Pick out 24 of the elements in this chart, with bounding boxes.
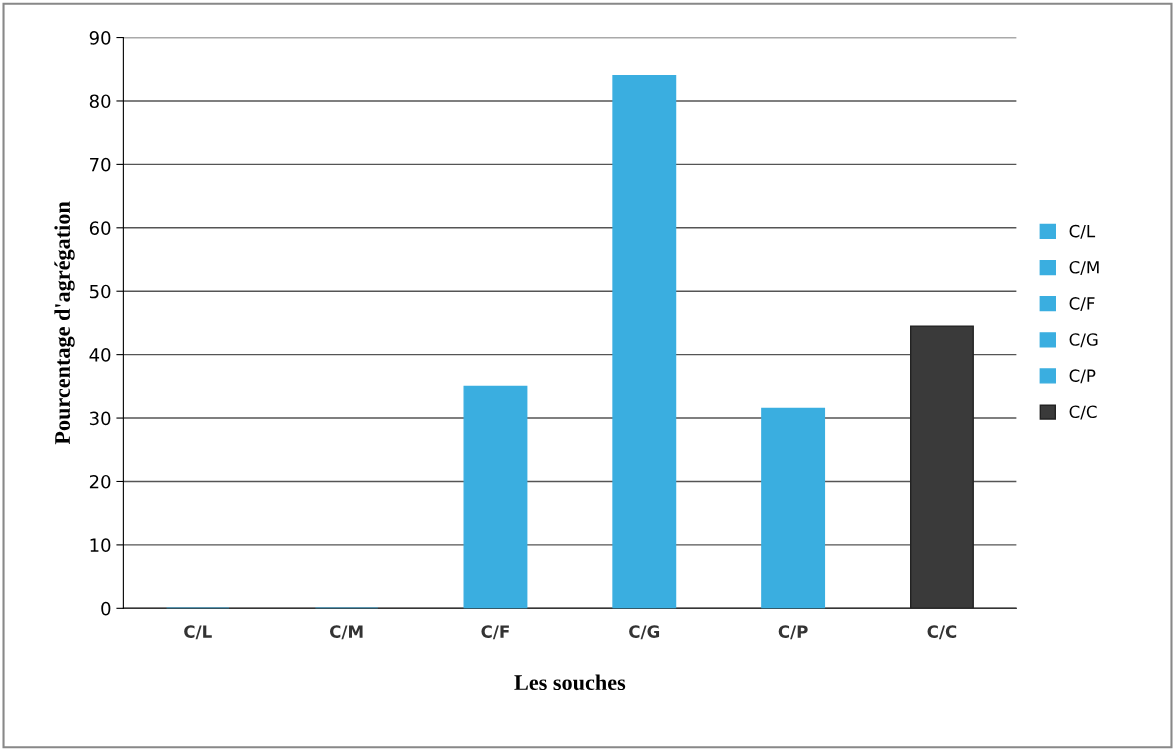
x-axis-title: Les souches (514, 674, 626, 691)
x-tick-label: C/P (778, 625, 808, 640)
legend-label: C/F (1069, 297, 1095, 312)
x-tick-label: C/C (927, 625, 957, 640)
y-tick-label: 30 (89, 411, 111, 426)
y-axis-title: Pourcentage d'agrégation (54, 201, 75, 445)
y-tick-label: 60 (89, 221, 111, 235)
y-tick-label: 90 (89, 31, 111, 45)
y-tick-label: 40 (89, 348, 111, 362)
legend-label: C/M (1069, 260, 1099, 275)
legend-label: C/C (1069, 405, 1097, 420)
x-tick-label: C/F (481, 625, 509, 640)
x-tick-label: C/L (184, 625, 212, 640)
x-tick-label: C/G (629, 625, 660, 640)
x-tick-label: C/M (330, 625, 363, 640)
y-tick-label: 70 (90, 157, 111, 172)
legend-label: C/P (1069, 369, 1096, 384)
legend-label: C/G (1069, 333, 1098, 348)
legend-label: C/L (1069, 224, 1096, 239)
y-tick-label: 20 (89, 474, 111, 489)
y-tick-label: 10 (90, 538, 111, 553)
y-tick-label: 0 (101, 601, 111, 616)
y-tick-label: 80 (89, 94, 111, 109)
y-tick-label: 50 (89, 284, 111, 299)
